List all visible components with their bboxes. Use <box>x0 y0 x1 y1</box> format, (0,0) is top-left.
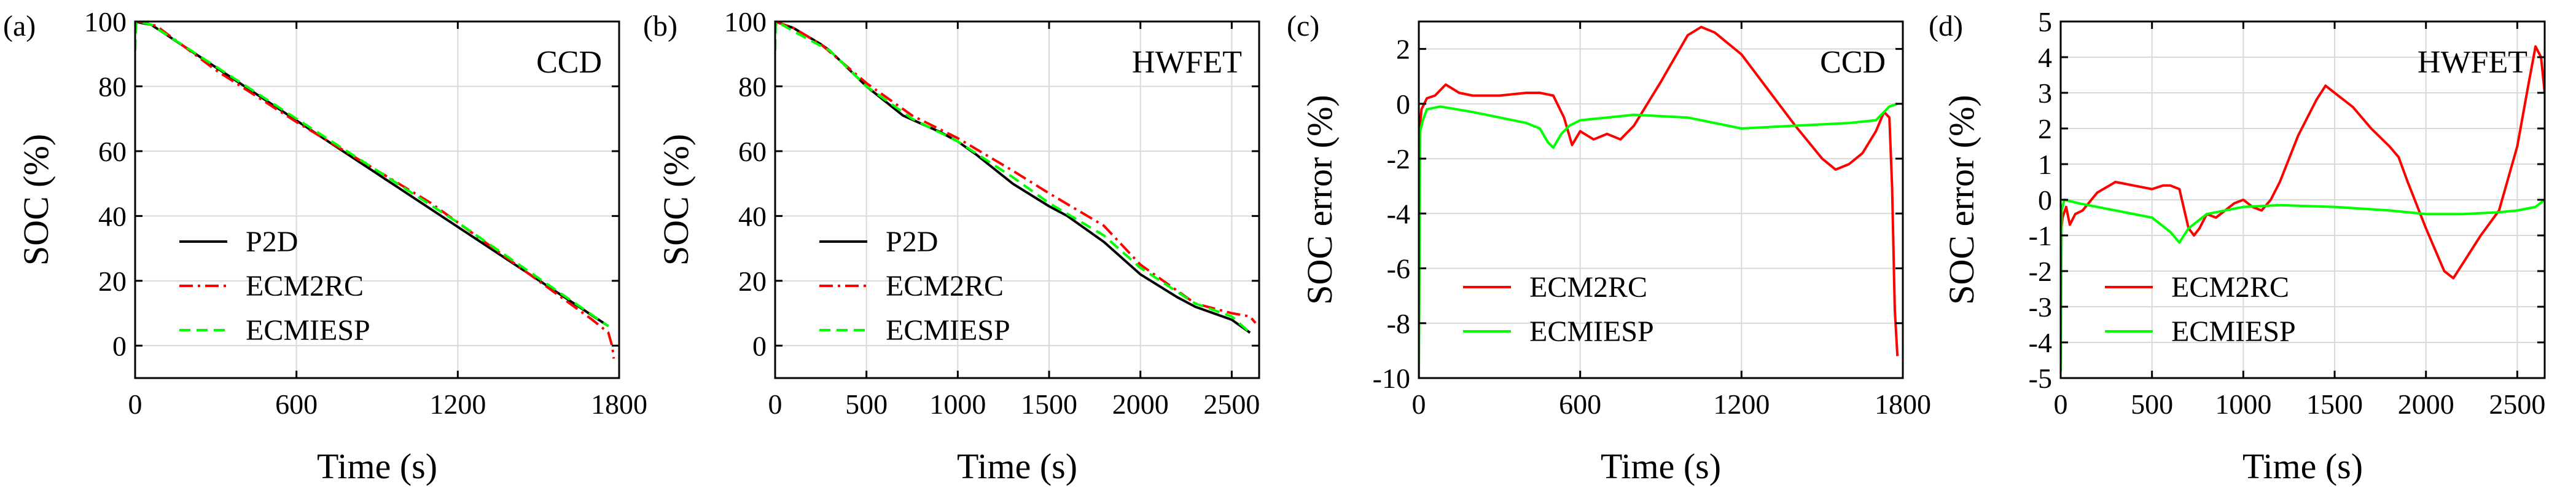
x-tick-label: 0 <box>2054 388 2068 420</box>
y-axis-title: SOC (%) <box>656 134 696 266</box>
y-tick-label: -4 <box>1387 198 1410 229</box>
x-axis-title: Time (s) <box>1601 446 1721 486</box>
x-tick-label: 1200 <box>429 388 486 420</box>
chart-title: CCD <box>1820 45 1886 80</box>
x-tick-label: 1200 <box>1713 388 1770 420</box>
y-tick-label: 40 <box>738 200 767 232</box>
y-tick-label: 20 <box>738 266 767 297</box>
x-tick-label: 1800 <box>591 388 647 420</box>
chart-title: HWFET <box>1132 45 1242 80</box>
y-axis-title: SOC (%) <box>16 134 56 266</box>
y-tick-label: -3 <box>2029 291 2052 323</box>
y-tick-label: 0 <box>1396 89 1410 120</box>
legend-label: P2D <box>246 226 298 258</box>
y-tick-label: 20 <box>98 266 127 297</box>
y-tick-label: 100 <box>84 6 127 37</box>
panel-label: (d) <box>1929 10 1963 42</box>
series-line-ecm2rc <box>1419 25 1899 357</box>
y-tick-label: -10 <box>1373 363 1410 394</box>
y-tick-label: 40 <box>98 200 127 232</box>
y-tick-label: 0 <box>112 330 127 361</box>
panel-label: (a) <box>3 10 36 42</box>
series-line-ecmiesp <box>135 22 609 328</box>
series-line-ecmiesp <box>2061 199 2545 371</box>
x-axis-title: Time (s) <box>317 446 437 486</box>
y-tick-label: 80 <box>738 71 767 102</box>
chart-title: CCD <box>536 45 602 80</box>
legend-label: P2D <box>886 226 938 258</box>
y-tick-label: -2 <box>1387 143 1410 175</box>
y-axis-title: SOC error (%) <box>1942 95 1981 304</box>
legend-label: ECMIESP <box>886 314 1010 347</box>
y-tick-label: 1 <box>2038 149 2052 180</box>
legend-label: ECM2RC <box>246 270 364 302</box>
y-tick-label: 0 <box>2038 184 2052 216</box>
y-tick-label: 60 <box>98 136 127 167</box>
legend-label: ECMIESP <box>2171 315 2296 348</box>
x-tick-label: 0 <box>1412 388 1426 420</box>
x-tick-label: 1500 <box>2306 388 2363 420</box>
x-tick-label: 600 <box>275 388 318 420</box>
x-tick-label: 2500 <box>1203 388 1260 420</box>
plot-frame <box>774 20 1260 379</box>
y-tick-label: -1 <box>2029 220 2052 251</box>
y-tick-label: 80 <box>98 71 127 102</box>
x-axis-title: Time (s) <box>957 446 1077 486</box>
x-tick-label: 0 <box>128 388 142 420</box>
series-line-ecmiesp <box>775 22 1251 334</box>
y-tick-label: -2 <box>2029 256 2052 287</box>
series-line-ecmiesp <box>1419 102 1898 378</box>
y-tick-label: -4 <box>2029 327 2052 358</box>
x-tick-label: 500 <box>845 388 888 420</box>
x-tick-label: 1500 <box>1021 388 1077 420</box>
y-tick-label: -5 <box>2029 363 2052 394</box>
x-tick-label: 0 <box>768 388 783 420</box>
plot-frame <box>1418 20 1904 379</box>
x-tick-label: 1000 <box>2215 388 2271 420</box>
y-tick-label: 2 <box>2038 113 2052 144</box>
x-tick-label: 2000 <box>1112 388 1169 420</box>
x-tick-label: 1800 <box>1875 388 1931 420</box>
x-axis-title: Time (s) <box>2242 446 2363 486</box>
plot-frame <box>134 20 620 379</box>
chart-panel-a: 0 600 1200 1800 0 20 40 60 80 100 Time (s) SOC (%) (… <box>3 6 647 486</box>
legend-label: ECMIESP <box>1529 315 1654 348</box>
x-tick-label: 500 <box>2131 388 2173 420</box>
y-tick-label: 60 <box>738 136 767 167</box>
legend-label: ECM2RC <box>1529 271 1647 304</box>
legend-label: ECM2RC <box>2171 271 2289 304</box>
panel-label: (c) <box>1287 10 1319 42</box>
legend-label: ECM2RC <box>886 270 1004 302</box>
x-tick-label: 2000 <box>2398 388 2454 420</box>
y-tick-label: 5 <box>2038 6 2052 37</box>
y-tick-label: 0 <box>752 330 767 361</box>
legend-label: ECMIESP <box>246 314 370 347</box>
x-tick-label: 1000 <box>929 388 986 420</box>
y-tick-label: 100 <box>724 6 767 37</box>
y-tick-label: 4 <box>2038 42 2052 73</box>
y-tick-label: -6 <box>1387 253 1410 285</box>
x-tick-label: 600 <box>1559 388 1601 420</box>
x-tick-label: 2500 <box>2489 388 2545 420</box>
chart-panel-d: 0 500 1000 1500 2000 2500 -5 -4 -3 -2 -1 0 1 2 3 4 5 Time… <box>1929 6 2546 486</box>
chart-panel-c: 0 600 1200 1800 -10 -8 -6 -4 -2 0 2 Time (s) SOC err… <box>1287 10 1931 486</box>
panel-label: (b) <box>643 10 677 42</box>
chart-panel-b: 0 500 1000 1500 2000 2500 0 20 40 60 80 100 Time (s)… <box>643 6 1260 486</box>
y-tick-label: 3 <box>2038 77 2052 109</box>
y-tick-label: 2 <box>1396 34 1410 65</box>
series-line-ecm2rc <box>2061 45 2545 280</box>
y-tick-label: -8 <box>1387 308 1410 339</box>
chart-title: HWFET <box>2418 45 2527 80</box>
y-axis-title: SOC error (%) <box>1300 95 1340 304</box>
